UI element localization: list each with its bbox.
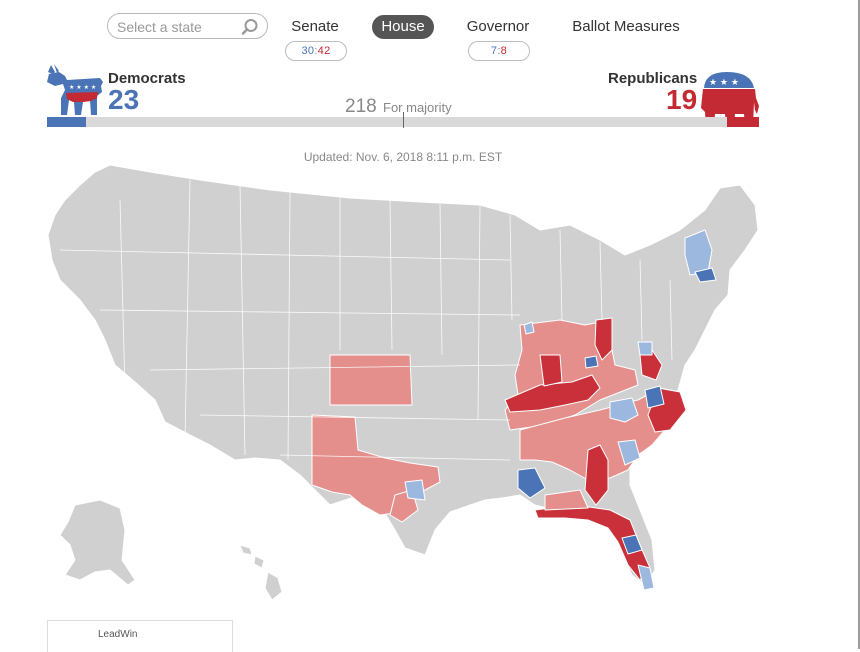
- hawaii: [239, 544, 283, 601]
- tab-governor[interactable]: Governor: [466, 18, 530, 35]
- tab-senate[interactable]: Senate: [291, 18, 339, 35]
- rep-seat-fill: [727, 117, 759, 127]
- republican-elephant-icon: ★ ★ ★: [701, 72, 759, 126]
- tab-ballot-measures[interactable]: Ballot Measures: [572, 18, 680, 35]
- dem-seat-fill: [47, 117, 86, 127]
- democrats-seat-count: 23: [108, 84, 140, 115]
- governor-dem-count: 7: [490, 45, 498, 57]
- alaska: [59, 499, 136, 586]
- state-search[interactable]: [107, 13, 268, 39]
- senate-count-pill: 30:42: [285, 41, 347, 61]
- state-search-input[interactable]: [117, 18, 237, 35]
- senate-rep-count: 42: [317, 45, 331, 57]
- svg-text:★ ★ ★: ★ ★ ★: [709, 78, 739, 88]
- governor-rep-count: 8: [500, 45, 508, 57]
- us-house-district-map[interactable]: [40, 160, 780, 615]
- legend-lead-label: Lead: [98, 629, 121, 640]
- window-edge: [858, 0, 860, 649]
- governor-count-pill: 7:8: [468, 41, 530, 61]
- majority-number: 218: [345, 96, 377, 117]
- legend: LeadWin: [47, 620, 233, 652]
- updated-timestamp: Updated: Nov. 6, 2018 8:11 p.m. EST: [303, 150, 503, 164]
- democrat-donkey-icon: ★ ★ ★ ★: [47, 64, 103, 115]
- svg-text:★ ★ ★ ★: ★ ★ ★ ★: [69, 84, 96, 91]
- tab-house[interactable]: House: [372, 15, 434, 39]
- republicans-seat-count: 19: [666, 84, 698, 115]
- republicans-label: Republicans: [608, 70, 698, 87]
- legend-win-label: Win: [120, 629, 138, 640]
- senate-dem-count: 30: [301, 45, 315, 57]
- majority-marker: [403, 112, 404, 128]
- search-icon[interactable]: [241, 18, 259, 36]
- majority-label: For majority: [383, 100, 452, 115]
- democrats-label: Democrats: [108, 70, 186, 87]
